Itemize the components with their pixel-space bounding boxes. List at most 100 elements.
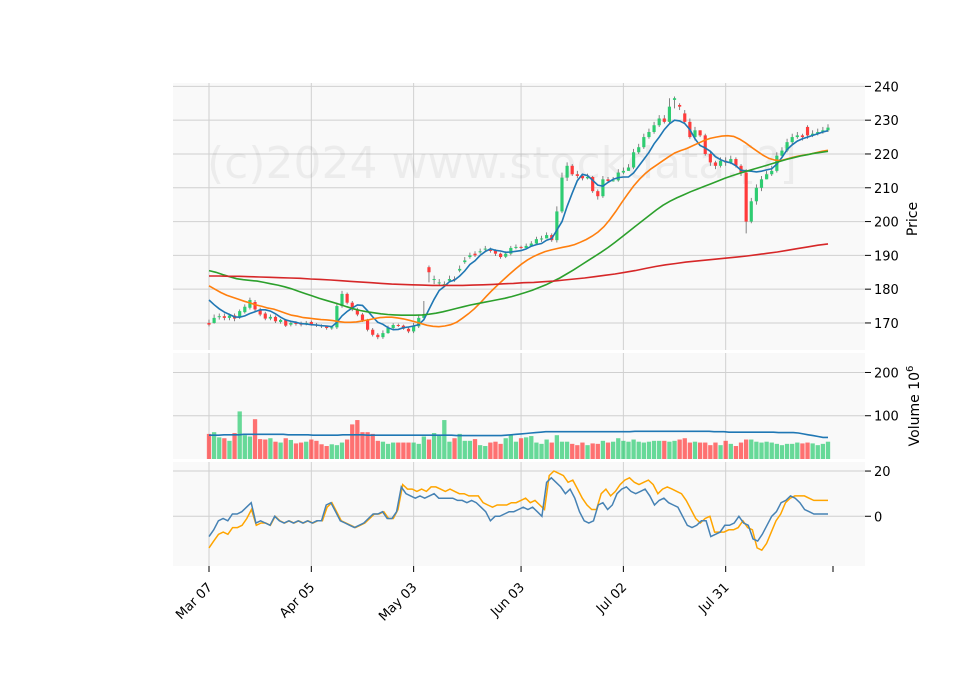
candle-body	[601, 179, 605, 197]
volume-bar	[263, 439, 268, 459]
candle-body	[560, 177, 564, 212]
volume-bar	[544, 439, 549, 459]
volume-bar	[610, 441, 616, 459]
candle-body	[616, 172, 620, 181]
candle-body	[565, 165, 569, 178]
volume-bar	[314, 440, 319, 459]
volume-bar	[774, 443, 779, 459]
volume-bar	[662, 440, 667, 459]
candle-body	[483, 248, 487, 250]
volume-bar	[564, 441, 570, 459]
volume-bar	[242, 435, 247, 459]
volume-bar	[406, 442, 411, 459]
volume-bar	[329, 444, 334, 459]
volume-y-tick-label: 200	[874, 366, 899, 381]
candle-body	[212, 317, 216, 323]
candle-body	[805, 126, 810, 136]
volume-bar	[206, 433, 212, 459]
volume-bar	[447, 441, 452, 459]
volume-bar	[309, 439, 314, 459]
volume-bar	[641, 442, 646, 459]
candle-body	[816, 132, 820, 134]
price-y-tick-label: 240	[874, 80, 899, 95]
candle-body	[447, 279, 452, 281]
volume-bar	[319, 444, 324, 459]
volume-bar	[211, 432, 217, 459]
volume-bar	[718, 445, 723, 459]
volume-series	[206, 411, 831, 459]
candle-body	[243, 306, 247, 313]
candle-body	[273, 316, 278, 322]
volume-bar	[273, 441, 278, 459]
volume-bar	[672, 440, 677, 459]
candle-body	[412, 326, 416, 332]
candle-body	[504, 253, 508, 257]
volume-bar	[784, 443, 790, 459]
candle-body	[718, 160, 723, 166]
volume-bar	[334, 445, 340, 459]
volume-bar	[232, 433, 237, 459]
candle-body	[442, 284, 446, 286]
candle-body	[667, 106, 671, 122]
candle-body	[606, 179, 610, 182]
volume-bar	[539, 443, 544, 459]
candle-body	[519, 246, 523, 248]
volume-bar	[227, 440, 232, 459]
price-y-tick-label: 170	[874, 317, 899, 332]
candle-body	[258, 309, 262, 315]
candle-body	[545, 235, 549, 239]
volume-bar	[283, 438, 288, 459]
ma-line-20	[208, 150, 829, 317]
price-series	[207, 96, 830, 340]
volume-bar	[385, 443, 391, 459]
candle-body	[698, 130, 702, 136]
volume-bar	[350, 424, 355, 459]
volume-bar	[626, 441, 631, 459]
volume-bar	[769, 442, 774, 459]
volume-bar	[344, 439, 350, 459]
volume-bar	[431, 433, 437, 459]
oscillator-series	[208, 470, 828, 552]
candle-body	[427, 267, 431, 273]
volume-bar	[524, 437, 529, 459]
volume-bar	[503, 438, 508, 459]
oscillator-y-tick-label: 20	[874, 465, 891, 480]
candle-body	[672, 98, 677, 100]
volume-bar	[677, 439, 682, 459]
candle-body	[652, 125, 656, 133]
volume-bar	[396, 442, 401, 459]
price-y-tick-label: 220	[874, 148, 899, 163]
volume-bar	[293, 443, 299, 459]
candle-body	[248, 299, 252, 308]
candle-body	[263, 313, 267, 319]
volume-bar	[595, 443, 600, 459]
volume-bar	[288, 439, 293, 459]
volume-bar	[457, 433, 462, 459]
volume-bar	[518, 438, 524, 459]
oscillator-fast-line	[208, 476, 828, 543]
volume-bar	[682, 438, 687, 459]
candle-body	[473, 253, 477, 256]
candle-body	[821, 130, 825, 133]
candle-body	[529, 243, 533, 246]
volume-bar	[713, 442, 718, 459]
volume-bar	[723, 440, 728, 459]
volume-bar	[667, 441, 672, 459]
volume-bar	[703, 442, 708, 459]
volume-bar	[339, 442, 345, 459]
volume-bar	[498, 443, 503, 459]
candle-body	[632, 152, 636, 168]
candle-body	[596, 191, 600, 197]
volume-bar	[375, 440, 380, 459]
volume-bar	[247, 436, 253, 459]
volume-bar	[580, 442, 585, 459]
candle-body	[800, 135, 805, 138]
volume-bar	[426, 439, 432, 459]
volume-bar	[820, 443, 826, 459]
oscillator-panel	[173, 462, 865, 566]
volume-bar	[621, 440, 626, 459]
volume-bar	[513, 441, 519, 459]
candle-body	[289, 322, 293, 325]
volume-y-tick-label: 100	[874, 410, 899, 425]
